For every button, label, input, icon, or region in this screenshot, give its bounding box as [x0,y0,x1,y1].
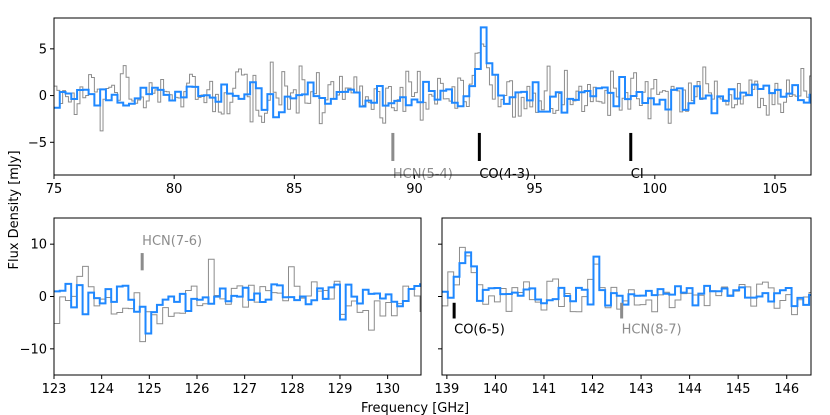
x-tick-label: 126 [185,382,210,397]
x-tick-label: 130 [375,382,400,397]
line-marker-tick [620,302,624,319]
series-raw-spectrum [442,246,811,316]
series-raw-spectrum [54,43,811,132]
line-marker-label: CO(6-5) [454,322,505,337]
line-marker-tick [452,302,456,319]
line-marker-label: HCN(5-4) [393,167,453,182]
x-tick-label: 144 [677,382,702,397]
line-marker-tick [629,132,633,161]
line-marker-label: HCN(8-7) [622,322,682,337]
x-tick-label: 105 [763,182,788,197]
series-binned-spectrum [54,282,421,335]
x-tick-label: 124 [89,382,114,397]
x-axis-title: Frequency [GHz] [361,401,469,415]
x-tick-label: 85 [286,182,303,197]
x-tick-label: 129 [328,382,353,397]
line-marker-label: HCN(7-6) [142,234,202,249]
panel-top: HCN(5-4) CO(4-3) CI 75 80 85 90 95 100 105 −5 0 5 [28,17,812,197]
x-tick-label: 128 [280,382,305,397]
y-tick-label: 0 [39,290,47,305]
line-marker-label: CO(4-3) [479,167,530,182]
x-tick-label: 80 [166,182,183,197]
panel-bottom-left: HCN(7-6) 123 124 125 126 127 128 129 130 −10 0 10 [20,217,422,397]
x-tick-label: 145 [726,382,751,397]
panel-bottom-right: CO(6-5) HCN(8-7) 139 140 141 142 143 144 145 146 [434,217,812,397]
x-tick-label: 139 [434,382,459,397]
y-tick-label: −10 [20,342,47,357]
y-axis-title: Flux Density [mJy] [7,150,22,269]
y-tick-label: 5 [39,42,47,57]
line-marker-tick [140,253,144,271]
line-marker-tick [477,132,481,161]
series-binned-spectrum [442,251,811,308]
axes-frame [53,17,812,176]
x-tick-label: 140 [483,382,508,397]
y-tick-label: 10 [30,238,47,253]
y-tick-label: 0 [39,89,47,104]
x-tick-label: 127 [232,382,257,397]
x-tick-label: 90 [406,182,423,197]
series-binned-spectrum [54,26,811,119]
line-marker-tick [391,132,395,161]
x-tick-label: 75 [46,182,63,197]
x-tick-label: 143 [629,382,654,397]
x-tick-label: 125 [137,382,162,397]
x-tick-label: 123 [42,382,67,397]
y-tick-label: −5 [28,136,47,151]
x-tick-label: 95 [526,182,543,197]
line-marker-label: CI [631,167,644,182]
x-tick-label: 100 [642,182,667,197]
x-tick-label: 141 [532,382,557,397]
x-tick-label: 142 [580,382,605,397]
x-tick-label: 146 [774,382,799,397]
